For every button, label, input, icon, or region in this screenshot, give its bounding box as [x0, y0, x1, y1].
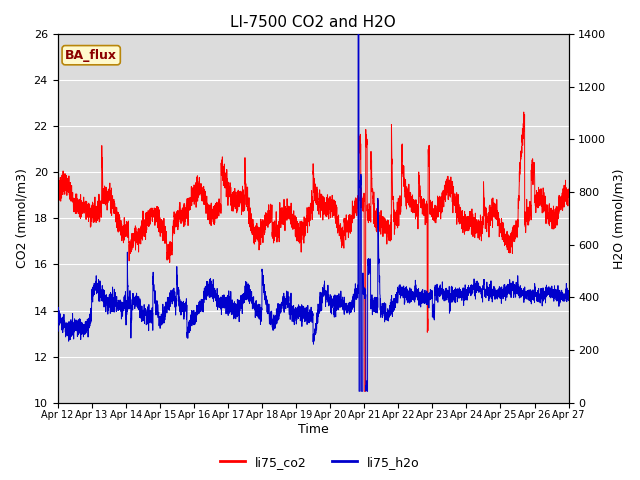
- Legend: li75_co2, li75_h2o: li75_co2, li75_h2o: [215, 451, 425, 474]
- Y-axis label: H2O (mmol/m3): H2O (mmol/m3): [612, 168, 625, 269]
- X-axis label: Time: Time: [298, 423, 328, 436]
- Y-axis label: CO2 (mmol/m3): CO2 (mmol/m3): [15, 168, 28, 268]
- Title: LI-7500 CO2 and H2O: LI-7500 CO2 and H2O: [230, 15, 396, 30]
- Text: BA_flux: BA_flux: [65, 48, 117, 62]
